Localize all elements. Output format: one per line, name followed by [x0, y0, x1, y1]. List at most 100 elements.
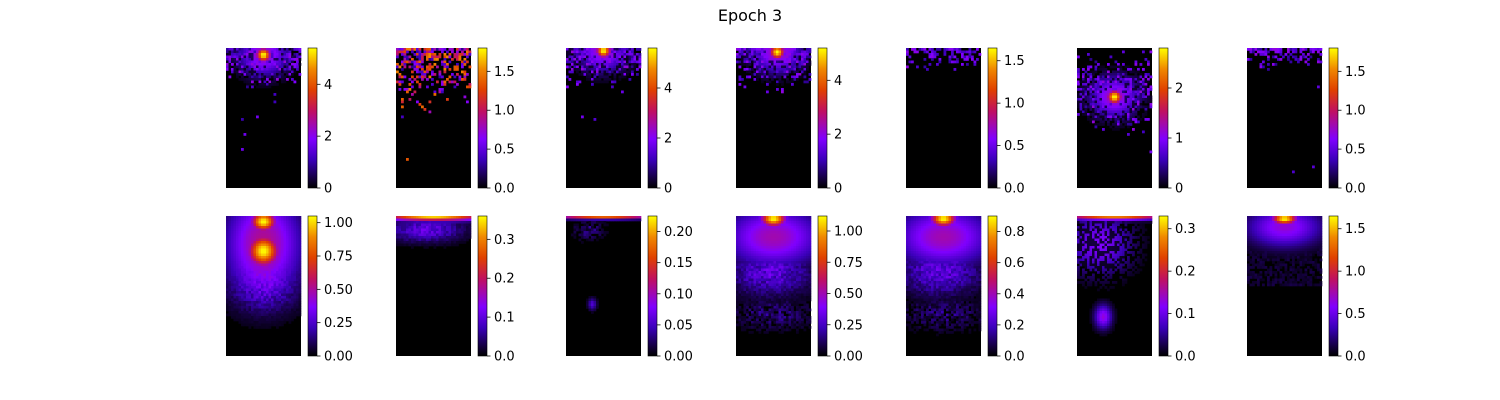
- heatmap-cell: [796, 50, 799, 54]
- heatmap-cell: [278, 53, 282, 56]
- heatmap-cell: [738, 293, 742, 297]
- heatmap-cell: [288, 251, 292, 254]
- heatmap-cell: [456, 218, 459, 222]
- heatmap-cell: [761, 238, 764, 242]
- heatmap-cell: [288, 236, 292, 239]
- heatmap-cell: [236, 296, 239, 299]
- heatmap-cell: [971, 50, 974, 54]
- heatmap-cell: [248, 55, 252, 59]
- heatmap-cell: [616, 68, 619, 71]
- heatmap-cell: [226, 238, 229, 242]
- heatmap-cell: [291, 233, 294, 237]
- heatmap-cell: [1109, 65, 1113, 69]
- heatmap-cell: [286, 63, 289, 66]
- heatmap-cell: [773, 238, 777, 242]
- heatmap-cell: [288, 301, 292, 304]
- heatmap-cell: [606, 50, 609, 54]
- heatmap-cell: [1087, 90, 1090, 94]
- heatmap-cell: [286, 308, 289, 312]
- heatmap-cell: [771, 238, 774, 242]
- heatmap-cell: [423, 236, 427, 239]
- heatmap-cell: [258, 83, 262, 86]
- heatmap-cell: [783, 60, 787, 64]
- heatmap-cell: [748, 231, 752, 234]
- heatmap-cell: [768, 243, 772, 247]
- heatmap-cell: [1132, 100, 1135, 104]
- heatmap-cell: [251, 253, 254, 257]
- heatmap-cell: [1147, 95, 1150, 99]
- heatmap-cell: [566, 85, 569, 89]
- heatmap-cell: [621, 55, 624, 59]
- heatmap-cell: [288, 60, 292, 64]
- heatmap-cell: [278, 261, 282, 264]
- heatmap-cell: [233, 298, 237, 302]
- heatmap-cell: [776, 80, 779, 84]
- heatmap-cell: [796, 251, 799, 254]
- heatmap-cells: [226, 48, 302, 151]
- heatmap-cell: [406, 243, 409, 247]
- heatmap-cell: [771, 291, 774, 294]
- heatmap-cell: [748, 75, 752, 79]
- heatmap-cell: [236, 316, 239, 319]
- heatmap-cell: [266, 221, 269, 224]
- heatmap-cell: [591, 55, 594, 59]
- heatmap-cell: [246, 256, 249, 259]
- heatmap-cell: [403, 88, 407, 91]
- heatmap-cell: [1127, 118, 1130, 121]
- heatmap-cell: [796, 243, 799, 247]
- heatmap-cell: [408, 243, 412, 247]
- heatmap-cell: [1099, 90, 1103, 94]
- heatmap-cell: [591, 83, 594, 86]
- heatmap-cell: [416, 48, 419, 51]
- heatmap-cell: [913, 48, 917, 51]
- heatmap-cell: [236, 63, 239, 66]
- heatmap-cell: [243, 78, 247, 81]
- heatmap-cell: [276, 306, 279, 309]
- heatmap-cell: [268, 318, 272, 322]
- heatmap-cell: [638, 55, 642, 59]
- heatmap-cell: [256, 253, 259, 257]
- heatmap-cell: [228, 271, 232, 274]
- heatmap-cell: [773, 50, 777, 54]
- heatmap-cell: [423, 238, 427, 242]
- heatmap-cell: [778, 65, 782, 69]
- heatmap-cell: [596, 298, 599, 302]
- heatmap-cell: [268, 298, 272, 302]
- heatmap-cell: [243, 50, 247, 54]
- heatmap-cell: [776, 253, 779, 257]
- heatmap-cell: [226, 258, 229, 262]
- heatmap-cell: [246, 298, 249, 302]
- heatmap-cell: [418, 243, 422, 247]
- heatmap-cell: [1084, 90, 1088, 94]
- heatmap-cell: [746, 70, 749, 74]
- heatmap-cell: [428, 75, 432, 79]
- heatmap-cell: [1319, 53, 1323, 56]
- heatmap-cell: [458, 223, 462, 227]
- heatmap-cell: [281, 298, 284, 302]
- heatmap-cell: [298, 218, 302, 222]
- heatmap-cell: [761, 271, 764, 274]
- heatmap-cell: [586, 298, 589, 302]
- heatmap-cell: [293, 48, 297, 51]
- heatmap-cell: [268, 296, 272, 299]
- heatmap-cell: [246, 223, 249, 227]
- colorbar-tick-label: 0: [324, 182, 332, 197]
- heatmap-cell: [401, 53, 404, 56]
- heatmap-cell: [278, 65, 282, 69]
- heatmap-cell: [436, 223, 439, 227]
- heatmap-cell: [1102, 103, 1105, 106]
- heatmap-cell: [266, 261, 269, 264]
- heatmap-cell: [263, 78, 267, 81]
- heatmap-cell: [288, 313, 292, 317]
- heatmap-cell: [748, 251, 752, 254]
- heatmap-cell: [803, 226, 807, 229]
- heatmap-cell: [953, 60, 957, 64]
- heatmap-cell: [751, 248, 754, 252]
- heatmap-cell: [293, 70, 297, 74]
- heatmap-cell: [253, 55, 257, 59]
- heatmap-cell: [263, 281, 267, 284]
- heatmap-cell: [263, 286, 267, 289]
- heatmap-cell: [433, 226, 437, 229]
- heatmap-cell: [1114, 110, 1118, 114]
- heatmap-cell: [776, 268, 779, 272]
